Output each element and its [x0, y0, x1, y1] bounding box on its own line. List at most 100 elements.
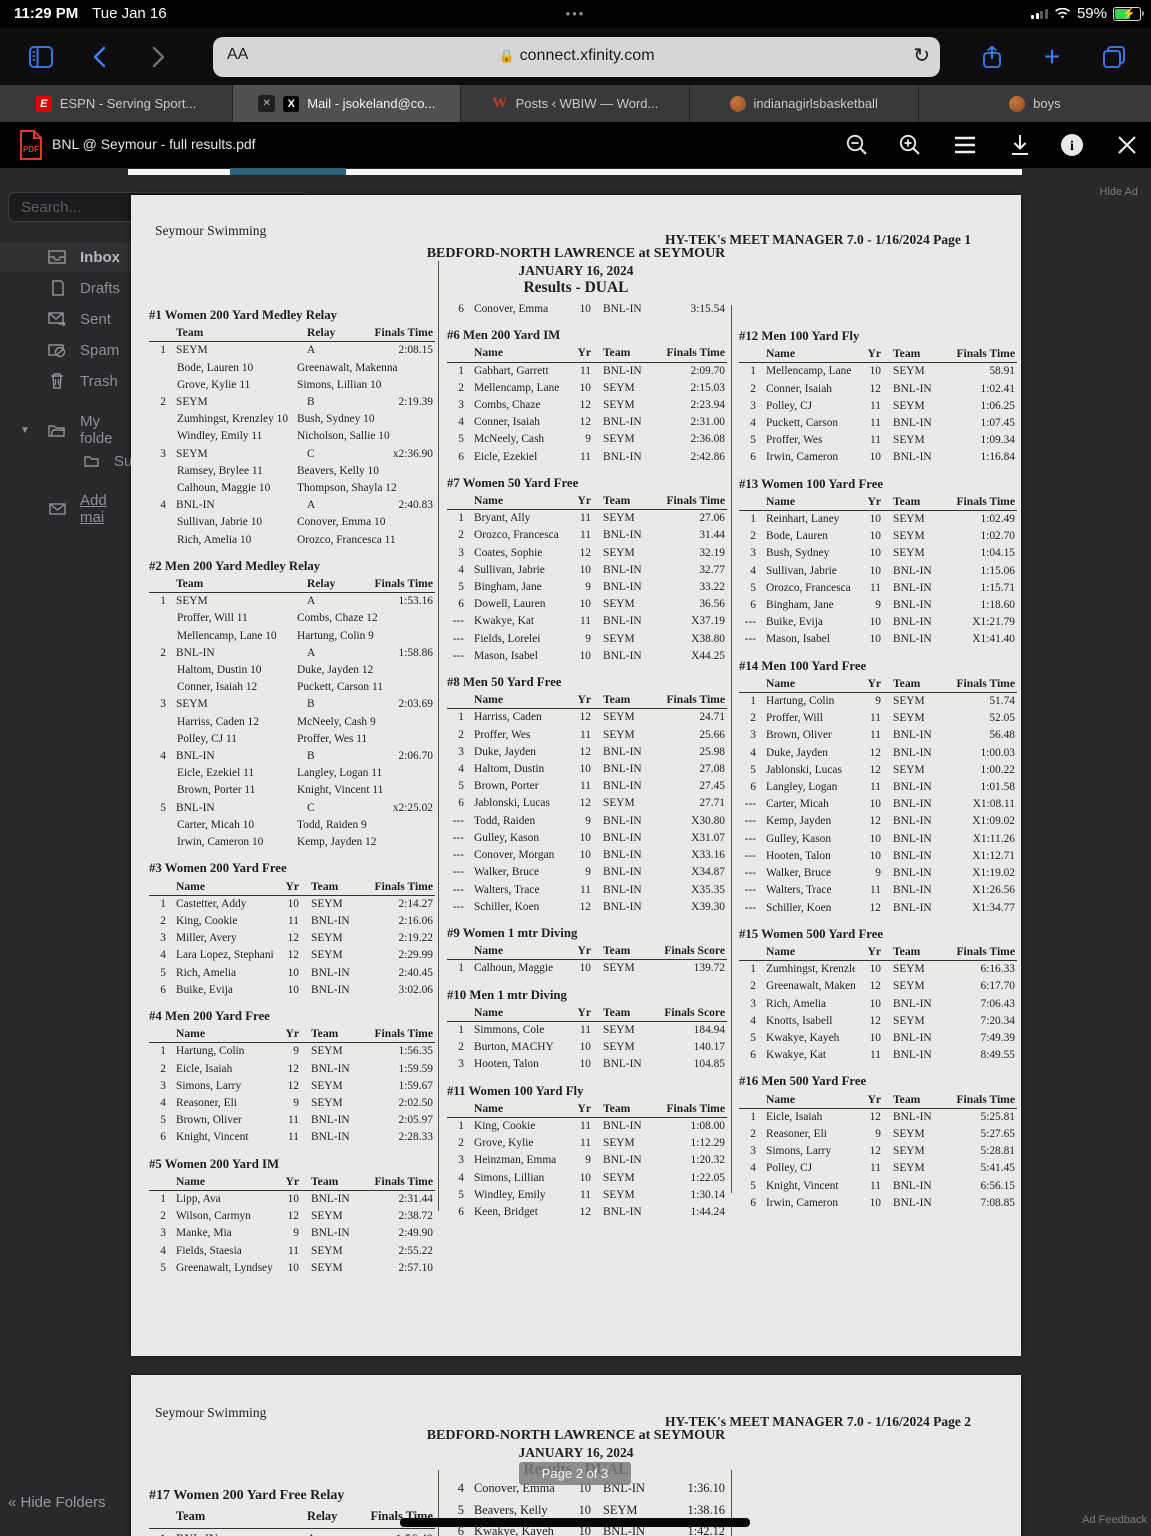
tab-wbiw[interactable]: W Posts ‹ WBIW — Word... [461, 85, 690, 122]
sidebar-item-inbox[interactable]: Inbox [0, 242, 131, 272]
folder-icon [82, 455, 100, 467]
clock: 11:29 PM [14, 5, 79, 22]
zoom-out-icon[interactable] [840, 131, 874, 159]
reload-button[interactable]: ↻ [913, 45, 930, 67]
sidebar-item-drafts[interactable]: Drafts [0, 273, 131, 303]
result-row: 6 Buike, Evija 10 BNL-IN 3:02.06 [160, 983, 433, 996]
hide-ad-button[interactable]: Hide Ad [1099, 186, 1138, 198]
result-row: --- Walters, Trace 11 BNL-IN X35.35 [452, 883, 725, 896]
result-row: 6 Jablonski, Lucas 12 SEYM 27.71 [458, 797, 725, 810]
event-result-block: #10 Men 1 mtr Diving Name Yr Team Finals Sco… [447, 987, 727, 1074]
result-row: 6 Conover, Emma 10 BNL-IN 3:15.54 [458, 303, 725, 315]
result-row: 3 Hooten, Talon 10 BNL-IN 104.85 [458, 1058, 725, 1071]
back-button[interactable] [82, 40, 116, 74]
menu-icon[interactable] [948, 131, 982, 159]
relay-swimmers-row: Proffer, Will 11 Combs, Chaze 12 [177, 612, 378, 625]
page-top-edge [128, 169, 1022, 175]
column-headers: Name Yr Team Finals Time [447, 1100, 727, 1118]
sidebar-item-trash[interactable]: Trash [0, 366, 131, 396]
result-row: 1 Simmons, Cole 11 SEYM 184.94 [458, 1023, 725, 1036]
event-result-block: #1 Women 200 Yard Medley Relay Team Relay F… [149, 307, 435, 549]
sidebar-item-sent[interactable]: Sent [0, 304, 131, 334]
result-row: 5 Brown, Oliver 11 BNL-IN 2:05.97 [160, 1114, 433, 1127]
close-icon[interactable] [1110, 131, 1144, 159]
close-tab-icon[interactable]: ✕ [258, 95, 276, 112]
result-row: 4 Simons, Lillian 10 SEYM 1:22.05 [458, 1171, 725, 1184]
sidebar-item-subfolder[interactable]: Su [0, 446, 132, 476]
result-row: 2 King, Cookie 11 BNL-IN 2:16.06 [160, 914, 433, 927]
event-title: #1 Women 200 Yard Medley Relay [149, 308, 338, 322]
result-row: 4 Duke, Jayden 12 BNL-IN 1:00.03 [750, 746, 1015, 759]
spam-icon [48, 343, 66, 358]
result-row: 3 Coates, Sophie 12 SEYM 32.19 [458, 546, 725, 559]
lock-icon: 🔒 [498, 48, 515, 63]
drafts-icon [48, 280, 66, 296]
zoom-in-icon[interactable] [893, 131, 927, 159]
share-button[interactable] [975, 40, 1009, 74]
pointer-dots: ••• [565, 6, 586, 21]
result-row: 2 Proffer, Will 11 SEYM 52.05 [750, 712, 1015, 725]
relay-swimmers-row: Haltom, Dustin 10 Duke, Jayden 12 [177, 664, 374, 677]
tab-espn[interactable]: E ESPN - Serving Sport... [0, 85, 234, 122]
result-row: --- Walters, Trace 11 BNL-IN X1:26.56 [744, 884, 1015, 897]
relay-swimmers-row: Harriss, Caden 12 McNeely, Cash 9 [177, 715, 376, 728]
sidebar-item-my-folders[interactable]: ▼ My folde [20, 413, 113, 447]
result-row: 2 Conner, Isaiah 12 BNL-IN 1:02.41 [750, 382, 1015, 395]
column-headers: Team Relay Finals Time [149, 575, 435, 594]
tab-boys[interactable]: boys [918, 85, 1151, 122]
tabs-overview-button[interactable] [1097, 40, 1131, 74]
result-row: 1 Harriss, Caden 12 SEYM 24.71 [458, 711, 725, 724]
result-row: 3 Combs, Chaze 12 SEYM 2:23.94 [458, 399, 725, 412]
event-result-block: #5 Women 200 Yard IM Name Yr Team Finals Tim… [149, 1156, 435, 1277]
safari-toolbar: AA 🔒 connect.xfinity.com ↻ + [0, 28, 1151, 85]
reader-options-button[interactable]: AA [227, 46, 249, 63]
result-row: 6 Eicle, Ezekiel 11 BNL-IN 2:42.86 [458, 450, 725, 463]
event-result-block: #2 Men 200 Yard Medley Relay Team Relay Fin… [149, 558, 435, 851]
add-mailbox-link[interactable]: Add mai [0, 492, 131, 526]
result-row: 1 King, Cookie 11 BNL-IN 1:08.00 [458, 1119, 725, 1132]
result-row: 1 Eicle, Isaiah 12 BNL-IN 5:25.81 [750, 1110, 1015, 1123]
event-title: #12 Men 100 Yard Fly [739, 329, 860, 343]
results-column-2: 4 Conover, Emma 10 BNL-IN 1:36.10 5 Beavers, K… [447, 1478, 727, 1536]
sidebar-toggle-icon[interactable] [24, 40, 58, 74]
battery-charging-icon: ⚡ [1113, 6, 1144, 21]
result-row: 3 Miller, Avery 12 SEYM 2:19.22 [160, 932, 433, 945]
result-row: --- Schiller, Koen 12 BNL-IN X39.30 [452, 900, 725, 913]
relay-swimmers-row: Brown, Porter 11 Knight, Vincent 11 [177, 784, 384, 797]
result-row: 1 Reinhart, Laney 10 SEYM 1:02.49 [750, 513, 1015, 526]
url-bar[interactable]: AA 🔒 connect.xfinity.com ↻ [213, 37, 940, 77]
download-icon[interactable] [1003, 131, 1037, 159]
event-result-block: #8 Men 50 Yard Free Name Yr Team Finals Time… [447, 674, 727, 916]
results-column-2: 6 Conover, Emma 10 BNL-IN 3:15.54 #6 Men 200 … [447, 301, 727, 1230]
result-row: 6 Langley, Logan 11 BNL-IN 1:01.58 [750, 781, 1015, 794]
result-row: --- Hooten, Talon 10 BNL-IN X1:12.71 [744, 849, 1015, 862]
team-header: Seymour Swimming [155, 1405, 267, 1420]
hide-folders-button[interactable]: « Hide Folders [8, 1494, 106, 1511]
result-row: 3 Simons, Larry 12 SEYM 1:59.67 [160, 1079, 433, 1092]
column-divider [438, 261, 440, 1211]
event-result-block: #4 Men 200 Yard Free Name Yr Team Finals Tim… [149, 1008, 435, 1147]
result-row: 6 Irwin, Cameron 10 BNL-IN 1:16.84 [750, 451, 1015, 464]
result-row: --- Conover, Morgan 10 BNL-IN X33.16 [452, 849, 725, 862]
result-row: 1 Zumhingst, Krenzley 10 SEYM 6:16.33 [750, 963, 1015, 976]
meet-manager-header: HY-TEK's MEET MANAGER 7.0 - 1/16/2024 Pa… [664, 232, 971, 247]
forward-button[interactable] [142, 40, 176, 74]
result-row: 5 Beavers, Kelly 10 SEYM 1:38.16 [457, 1502, 725, 1517]
result-row: 2 Reasoner, Eli 9 SEYM 5:27.65 [750, 1127, 1015, 1140]
event-title: #7 Women 50 Yard Free [447, 475, 579, 490]
result-row: 3 Bush, Sydney 10 SEYM 1:04.15 [750, 547, 1015, 560]
tab-indianagirlsbasketball[interactable]: indianagirlsbasketball [689, 85, 919, 122]
result-row: 6 Irwin, Cameron 10 BNL-IN 7:08.85 [750, 1196, 1015, 1209]
result-row: --- Todd, Raiden 9 BNL-IN X30.80 [452, 814, 725, 827]
result-row: 1 SEYM A 1:53.16 [160, 595, 433, 608]
relay-swimmers-row: Calhoun, Maggie 10 Thompson, Shayla 12 [177, 482, 397, 495]
ad-feedback-link[interactable]: Ad Feedback [1082, 1514, 1147, 1526]
disclosure-triangle-icon[interactable]: ▼ [20, 424, 30, 436]
info-icon[interactable]: i [1055, 131, 1089, 159]
event-title: #13 Women 100 Yard Free [739, 476, 884, 491]
tab-mail[interactable]: ✕ X Mail - jsokeland@co... [233, 85, 462, 122]
result-row: --- Walker, Bruce 9 BNL-IN X1:19.02 [744, 867, 1015, 880]
sidebar-item-spam[interactable]: Spam [0, 335, 131, 365]
new-tab-button[interactable]: + [1043, 41, 1061, 72]
